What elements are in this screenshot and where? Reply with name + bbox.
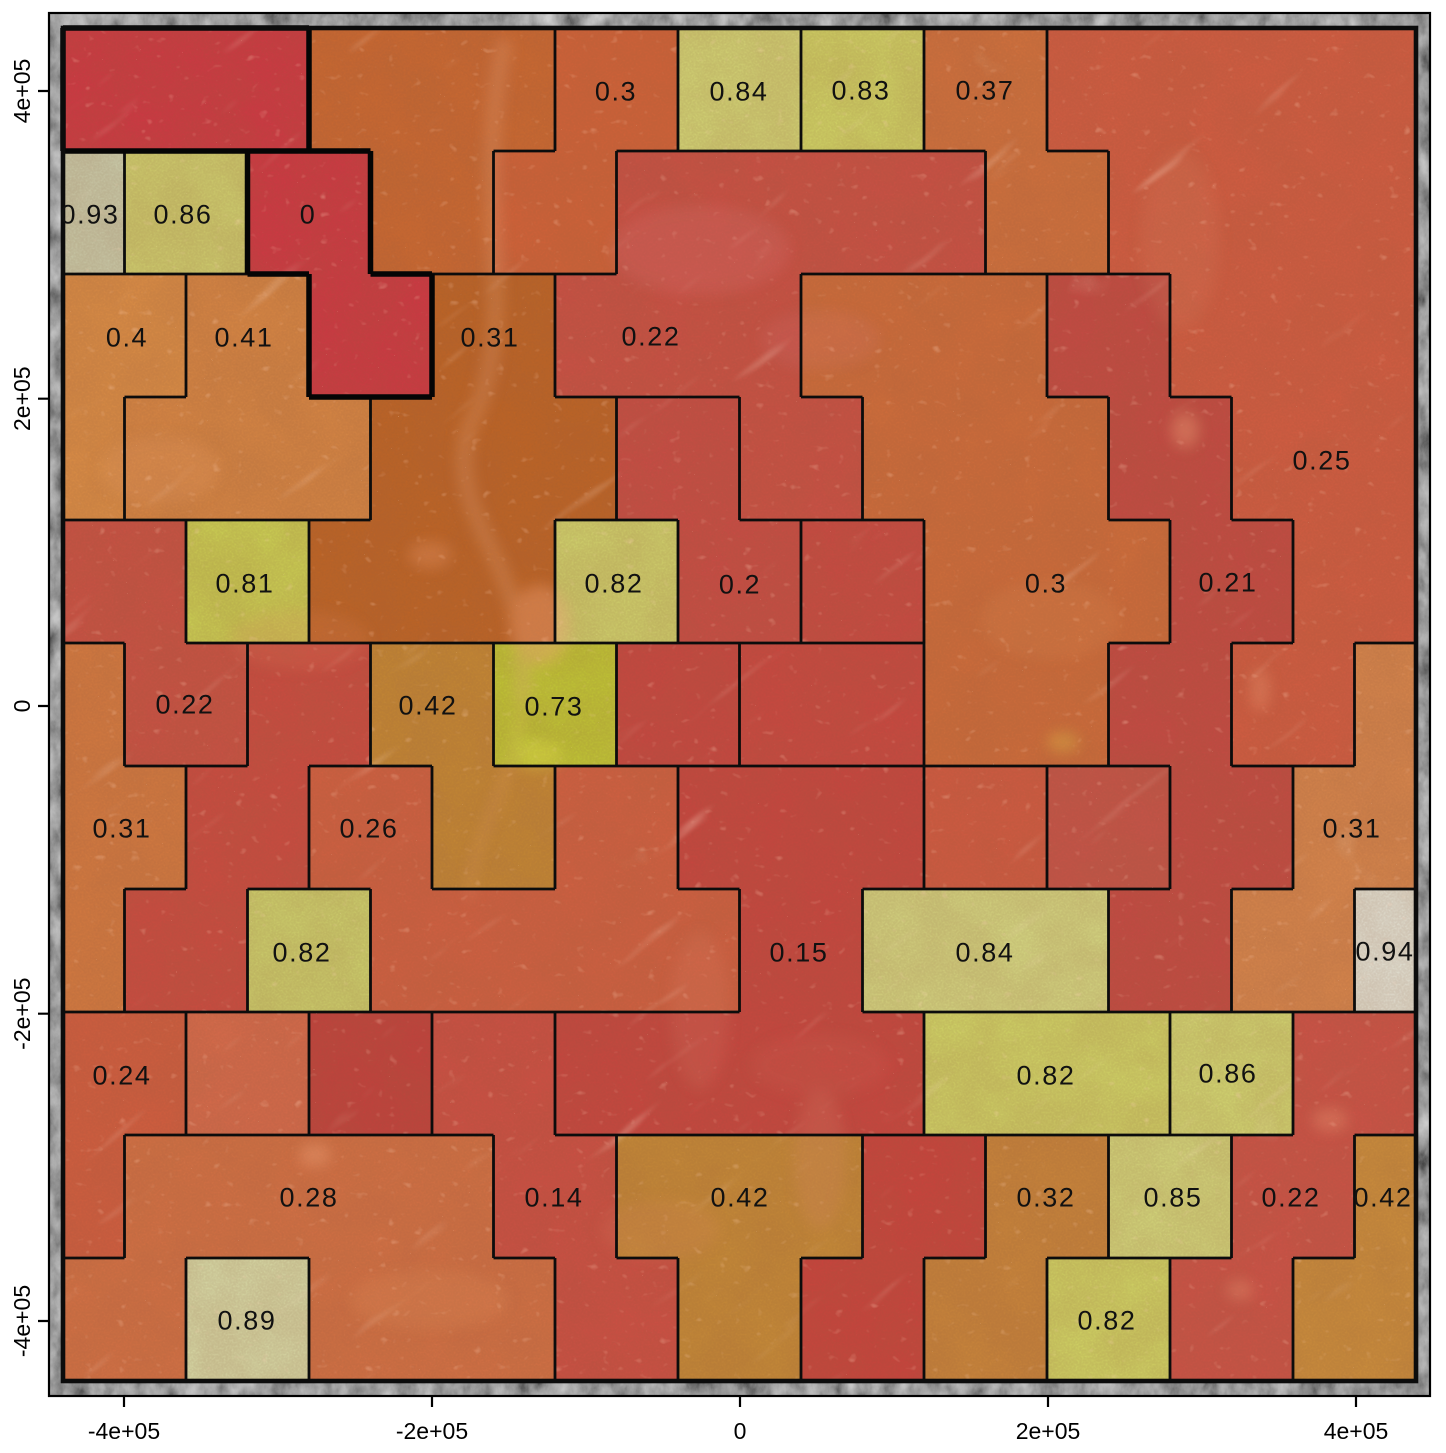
svg-text:0: 0	[9, 700, 35, 713]
svg-text:0.42: 0.42	[399, 691, 458, 721]
svg-text:2e+05: 2e+05	[1016, 1418, 1081, 1444]
svg-text:0.3: 0.3	[595, 77, 637, 107]
svg-text:0.86: 0.86	[154, 200, 213, 230]
svg-text:4e+05: 4e+05	[1324, 1418, 1389, 1444]
svg-text:0.81: 0.81	[216, 569, 275, 599]
svg-text:-2e+05: -2e+05	[396, 1418, 468, 1444]
svg-text:0.14: 0.14	[525, 1183, 584, 1213]
svg-text:0.21: 0.21	[1199, 568, 1258, 598]
svg-text:4e+05: 4e+05	[9, 59, 35, 124]
svg-text:0.4: 0.4	[106, 323, 148, 353]
svg-text:0.93: 0.93	[61, 200, 120, 230]
svg-text:0.3: 0.3	[1025, 569, 1067, 599]
svg-text:0.22: 0.22	[622, 322, 681, 352]
svg-text:0.42: 0.42	[1354, 1183, 1413, 1213]
svg-text:0.84: 0.84	[710, 77, 769, 107]
svg-text:0.22: 0.22	[1262, 1183, 1321, 1213]
svg-text:0.73: 0.73	[525, 692, 584, 722]
svg-text:-2e+05: -2e+05	[9, 978, 35, 1050]
svg-text:-4e+05: -4e+05	[9, 1285, 35, 1357]
svg-text:0: 0	[300, 200, 317, 230]
svg-text:-4e+05: -4e+05	[88, 1418, 160, 1444]
svg-text:0.32: 0.32	[1017, 1183, 1076, 1213]
svg-text:0.2: 0.2	[719, 570, 761, 600]
svg-text:0.82: 0.82	[273, 938, 332, 968]
svg-text:0.25: 0.25	[1293, 446, 1352, 476]
svg-text:0.28: 0.28	[280, 1183, 339, 1213]
svg-text:0.42: 0.42	[711, 1183, 770, 1213]
svg-text:0.26: 0.26	[340, 814, 399, 844]
svg-text:0.84: 0.84	[956, 938, 1015, 968]
svg-text:0.82: 0.82	[585, 569, 644, 599]
svg-text:0.83: 0.83	[832, 76, 891, 106]
svg-text:0.86: 0.86	[1199, 1059, 1258, 1089]
svg-text:0: 0	[734, 1418, 747, 1444]
svg-text:0.31: 0.31	[1323, 814, 1382, 844]
svg-text:0.24: 0.24	[93, 1061, 152, 1091]
svg-text:0.37: 0.37	[956, 76, 1015, 106]
svg-text:0.85: 0.85	[1144, 1183, 1203, 1213]
svg-text:0.31: 0.31	[93, 814, 152, 844]
svg-text:0.22: 0.22	[156, 690, 215, 720]
svg-text:0.31: 0.31	[461, 323, 520, 353]
svg-text:2e+05: 2e+05	[9, 366, 35, 431]
svg-text:0.82: 0.82	[1078, 1306, 1137, 1336]
svg-text:0.89: 0.89	[218, 1306, 277, 1336]
svg-text:0.41: 0.41	[215, 323, 274, 353]
svg-text:0.82: 0.82	[1017, 1061, 1076, 1091]
svg-text:0.15: 0.15	[770, 938, 829, 968]
svg-text:0.94: 0.94	[1356, 937, 1415, 967]
